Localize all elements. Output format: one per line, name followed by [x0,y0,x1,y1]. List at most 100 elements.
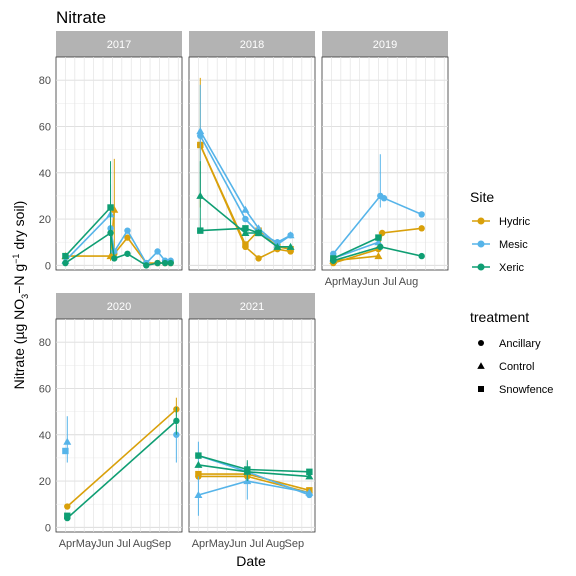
series-xeric-ancillary [330,243,425,264]
legend-site-item-mesic: Mesic [472,239,528,251]
legend-treatment-title: treatment [470,309,529,325]
y-tick-label: 40 [39,168,51,180]
data-point [197,227,204,234]
data-point [196,127,205,135]
y-tick-label: 20 [39,214,51,226]
y-tick-label: 60 [39,383,51,395]
y-tick-label: 0 [45,260,51,272]
facet-strip [56,293,182,319]
data-point [167,259,174,267]
x-tick-labels: Apr May Jun Jul Aug [325,276,419,288]
data-point [143,262,150,269]
data-point [374,238,383,246]
series-line [66,420,177,519]
data-point [107,204,114,211]
legend-treatment-label: Snowfence [499,384,553,396]
legend-site-label: Xeric [499,262,525,274]
x-tick-label: Aug [266,538,286,550]
data-point [161,259,169,267]
x-tick-label: Apr [192,538,209,550]
data-point [154,248,161,255]
chart-title: Nitrate [56,8,106,27]
data-point [255,229,262,237]
x-tick-label: May [342,276,363,288]
gridlines [56,57,182,270]
data-point [62,259,69,267]
data-point [255,255,262,262]
data-point [241,228,250,236]
data-point [110,205,119,213]
x-tick-label: Jun [229,538,247,550]
series-line [64,206,112,257]
x-tick-label: Jul [383,276,397,288]
legend-treatment-label: Control [499,361,534,373]
data-point [374,252,383,260]
data-point [306,491,313,499]
facet-strip [189,293,315,319]
legend-site-label: Mesic [499,239,528,251]
x-tick-label: Sep [285,538,305,550]
panel-background [188,318,316,533]
x-tick-label: Jul [117,538,131,550]
data-point [418,252,425,260]
gridlines [56,319,182,532]
legend-site-label: Hydric [499,216,531,228]
facet-strip [189,31,315,57]
x-tick-labels: Apr May Jun Jul Aug Sep [59,538,171,550]
series-line [332,236,379,260]
legend-treatment-item-control: Control [477,361,534,373]
x-axis-title: Date [236,553,266,569]
x-tick-labels: Apr May Jun Jul Aug Sep [192,538,304,550]
legend-site-title: Site [470,189,494,205]
series-xeric-snowfence [195,452,313,476]
legend-treatment-item-snowfence: Snowfence [478,384,553,396]
data-point [124,227,131,234]
data-point [273,242,282,250]
panel-background [55,318,183,533]
panel-background [188,56,316,271]
panel-2019: 2019 Apr May Jun Jul Aug [321,31,449,288]
data-point [111,255,118,262]
facet-label: 2020 [107,301,131,313]
y-tick-label: 80 [39,337,51,349]
data-point [330,257,337,264]
data-point [377,243,384,251]
data-point [242,243,249,251]
data-point [107,229,114,237]
series-xeric-snowfence [64,512,71,519]
data-point [241,205,250,213]
data-point [306,468,313,476]
series-line [333,227,422,264]
x-tick-label: Apr [325,276,342,288]
data-point [195,473,202,480]
facet-label: 2019 [373,39,397,51]
y-tick-label: 40 [39,430,51,442]
data-point [195,452,202,459]
y-tick-label: 60 [39,121,51,133]
data-point [242,225,249,232]
data-point [375,234,382,241]
gridlines [322,57,448,270]
legend-site: Site Hydric Mesic Xeric [470,189,531,274]
panel-2020: 2020 0 20 40 60 80 Apr May Jun Jul Aug Sep [39,293,183,550]
series-line [333,255,379,262]
panel-2017: 2017 0 20 40 60 80 [39,31,183,272]
data-point [380,195,388,202]
data-point [194,460,203,468]
x-tick-label: Sep [152,538,172,550]
x-tick-label: Apr [59,538,76,550]
data-point [64,512,71,519]
panel-2018: 2018 [188,31,316,271]
data-point [305,472,314,480]
legend-treatment-label: Ancillary [499,338,541,350]
data-point [62,447,69,455]
x-tick-label: May [209,538,230,550]
legend-site-item-xeric: Xeric [472,262,525,274]
legend-symbol-triangle [477,362,485,369]
legend-symbol-circle [478,340,484,346]
x-tick-label: May [76,538,97,550]
data-point [254,224,263,232]
data-point [418,225,425,232]
data-point [287,232,294,239]
